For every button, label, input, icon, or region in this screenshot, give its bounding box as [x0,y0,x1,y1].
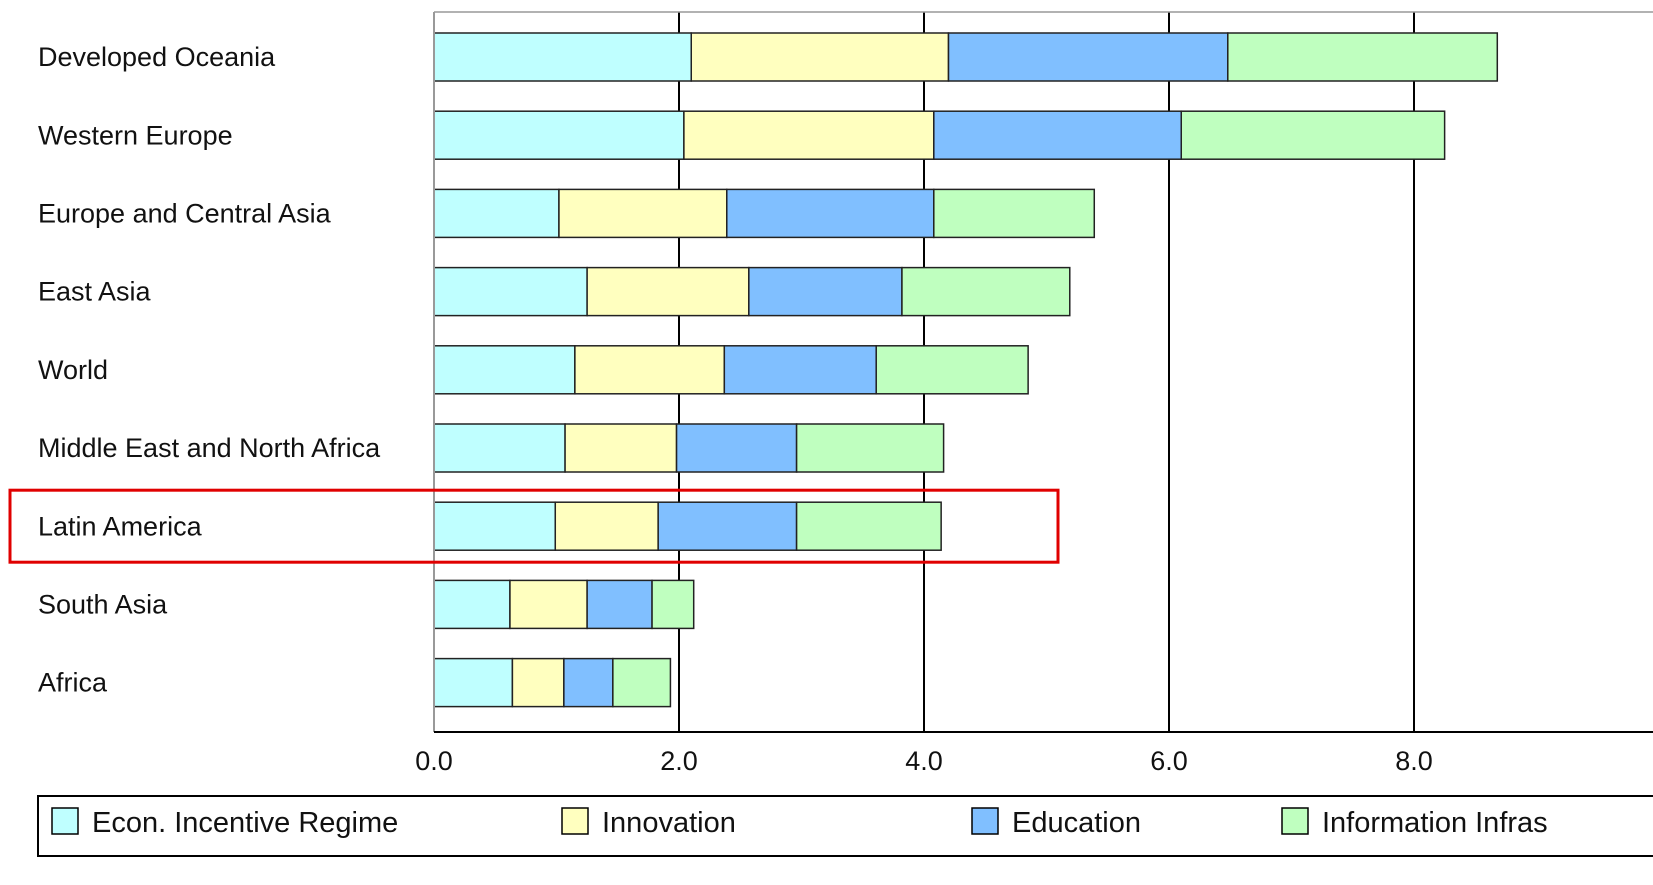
x-tick-label: 0.0 [415,746,453,776]
bar-segment-africa-education [563,657,614,708]
bar-segment-europe-and-central-asia-education [726,188,935,239]
legend-swatch-education [971,807,999,835]
bar-segment-middle-east-and-north-africa-econ-incentive-regime [433,423,566,473]
bar-segment-south-asia-information-infras [651,579,695,630]
bar-segment-world-innovation [574,345,726,395]
highlight-box [8,488,1060,564]
x-tick-label: 4.0 [905,746,943,776]
bar-segment-developed-oceania-education [947,32,1229,82]
category-label-south-asia: South Asia [38,590,168,620]
bar-segment-east-asia-econ-incentive-regime [433,266,588,317]
bar-segment-europe-and-central-asia-information-infras [933,188,1096,239]
highlight-box-latin-america [8,488,1060,564]
category-label-east-asia: East Asia [38,277,152,307]
legend-label-information-infras: Information Infras [1322,807,1548,839]
bars [433,32,1499,708]
bar-segment-east-asia-education [748,266,903,317]
legend-label-innovation: Innovation [602,807,736,839]
bar-segment-africa-econ-incentive-regime [433,657,514,708]
bar-segment-western-europe-econ-incentive-regime [433,110,685,160]
category-labels: Developed Oceania Western Europe Europe an… [38,42,381,698]
axes [433,11,1653,733]
x-tick-label: 6.0 [1150,746,1188,776]
bar-segment-world-information-infras [875,345,1029,395]
bar-segment-developed-oceania-information-infras [1227,32,1499,82]
legend-label-econ-incentive-regime: Econ. Incentive Regime [92,807,398,839]
bar-segment-south-asia-education [586,579,653,630]
bar-segment-south-asia-innovation [509,579,588,630]
bar-segment-western-europe-innovation [683,110,935,160]
bar-segment-latin-america-econ-incentive-regime [433,501,557,551]
category-label-world: World [38,355,108,385]
category-label-africa: Africa [38,668,108,698]
legend-swatch-innovation [561,807,589,835]
bar-segment-south-asia-econ-incentive-regime [433,579,511,630]
category-label-western-europe: Western Europe [38,120,233,150]
bar-segment-latin-america-innovation [554,501,659,551]
bar-segment-world-econ-incentive-regime [433,345,576,395]
legend: Econ. Incentive Regime Innovation Educatio… [37,795,1653,857]
x-tick-labels: 0.0 2.0 4.0 6.0 8.0 [415,746,1433,776]
bar-segment-latin-america-information-infras [795,501,942,551]
x-tick-label: 2.0 [660,746,698,776]
bar-segment-africa-innovation [511,657,565,708]
legend-label-education: Education [1012,807,1141,839]
category-label-latin-america: Latin America [38,511,203,541]
bar-segment-middle-east-and-north-africa-education [675,423,798,473]
bar-segment-europe-and-central-asia-innovation [558,188,728,239]
category-label-middle-east-and-north-africa: Middle East and North Africa [38,433,381,463]
bar-segment-western-europe-information-infras [1180,110,1446,160]
bar-segment-developed-oceania-innovation [690,32,950,82]
legend-swatch-econ-incentive-regime [51,807,79,835]
legend-swatch-information-infras [1281,807,1309,835]
category-label-europe-and-central-asia: Europe and Central Asia [38,199,332,229]
bar-segment-developed-oceania-econ-incentive-regime [433,32,692,82]
bar-segment-africa-information-infras [612,657,672,708]
bar-segment-europe-and-central-asia-econ-incentive-regime [433,188,560,239]
bar-segment-western-europe-education [933,110,1182,160]
category-label-developed-oceania: Developed Oceania [38,42,276,72]
bar-segment-east-asia-innovation [586,266,750,317]
bar-segment-middle-east-and-north-africa-information-infras [795,423,945,473]
legend-box [37,795,1653,857]
bar-segment-middle-east-and-north-africa-innovation [564,423,678,473]
x-tick-label: 8.0 [1395,746,1433,776]
bar-segment-world-education [723,345,877,395]
bar-segment-latin-america-education [657,501,798,551]
bar-segment-east-asia-information-infras [901,266,1071,317]
